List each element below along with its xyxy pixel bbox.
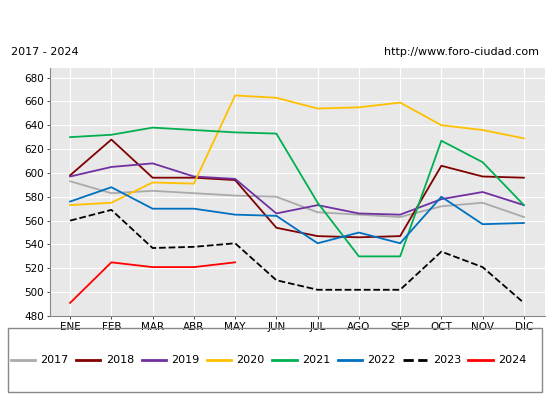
Text: 2023: 2023 [433,355,461,365]
Text: Evolucion del paro registrado en Villarejo de Salvanés: Evolucion del paro registrado en Villare… [88,11,462,25]
Text: 2024: 2024 [498,355,526,365]
Text: 2017: 2017 [41,355,69,365]
Text: 2019: 2019 [171,355,200,365]
Text: 2021: 2021 [302,355,330,365]
Text: 2022: 2022 [367,355,395,365]
Text: 2020: 2020 [236,355,265,365]
Text: 2017 - 2024: 2017 - 2024 [11,47,79,57]
Text: 2018: 2018 [106,355,134,365]
Text: http://www.foro-ciudad.com: http://www.foro-ciudad.com [384,47,539,57]
